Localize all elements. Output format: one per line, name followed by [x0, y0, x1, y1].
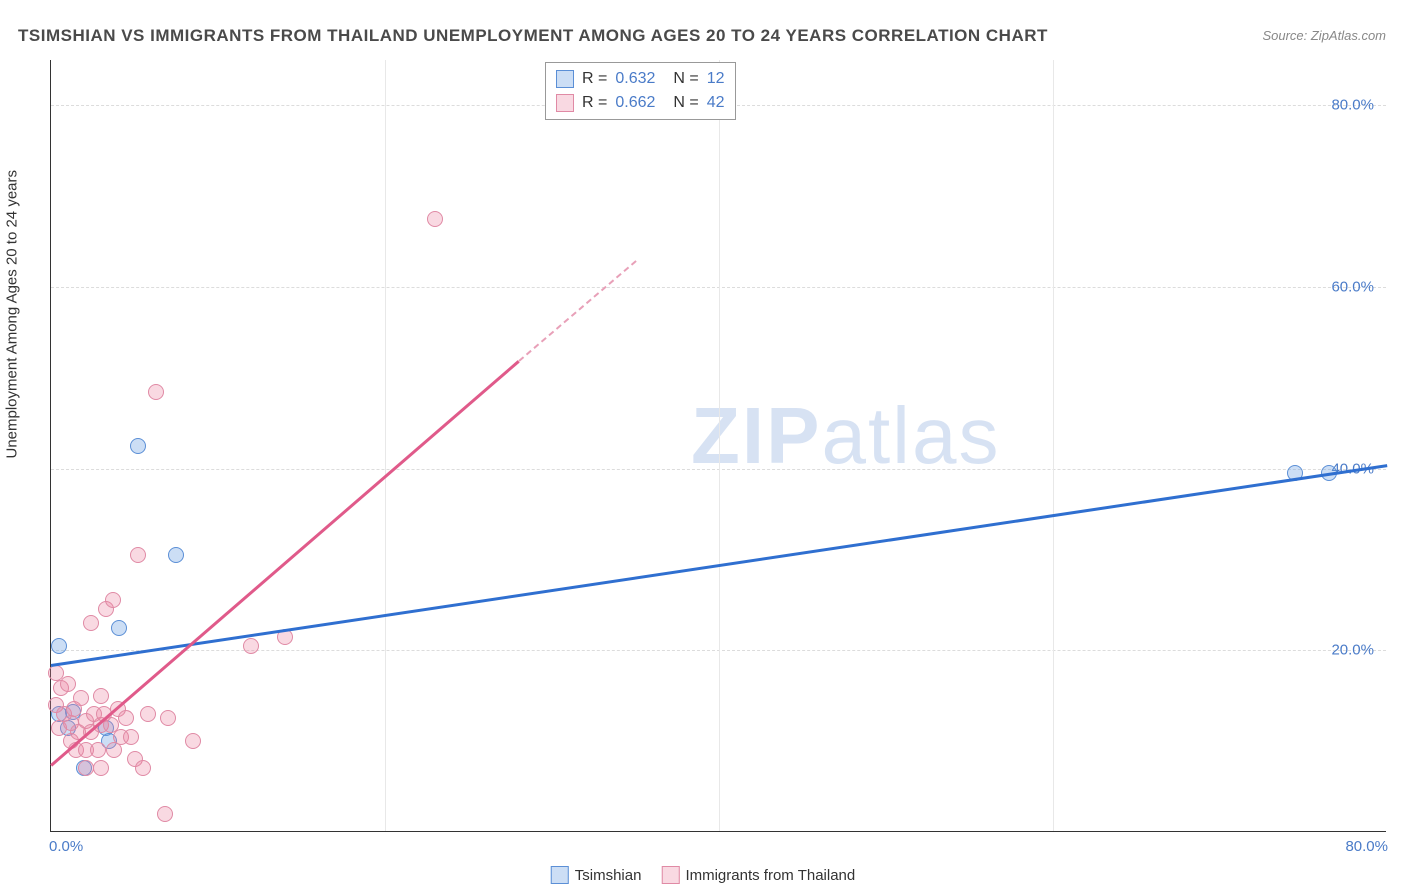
- plot-area: ZIPatlas 20.0%40.0%60.0%80.0%0.0%80.0%: [50, 60, 1386, 832]
- y-tick-label: 80.0%: [1331, 97, 1374, 114]
- data-point: [111, 620, 127, 636]
- correlation-legend: R = 0.632 N = 12 R = 0.662 N = 42: [545, 62, 736, 120]
- x-tick-label: 0.0%: [49, 838, 83, 855]
- data-point: [83, 615, 99, 631]
- data-point: [140, 706, 156, 722]
- data-point: [73, 690, 89, 706]
- data-point: [123, 729, 139, 745]
- data-point: [243, 638, 259, 654]
- trend-line-dashed: [518, 260, 636, 361]
- data-point: [130, 438, 146, 454]
- data-point: [135, 760, 151, 776]
- chart-title: TSIMSHIAN VS IMMIGRANTS FROM THAILAND UN…: [18, 26, 1048, 46]
- swatch-thailand: [661, 866, 679, 884]
- legend-item-thailand: Immigrants from Thailand: [661, 866, 855, 884]
- data-point: [51, 638, 67, 654]
- data-point: [106, 742, 122, 758]
- r-value-2: 0.662: [615, 91, 655, 115]
- y-axis-label: Unemployment Among Ages 20 to 24 years: [4, 170, 21, 459]
- data-point: [427, 211, 443, 227]
- data-point: [160, 710, 176, 726]
- swatch-series-1: [556, 70, 574, 88]
- legend-row-series-2: R = 0.662 N = 42: [556, 91, 725, 115]
- data-point: [90, 742, 106, 758]
- x-tick-label: 80.0%: [1345, 838, 1388, 855]
- data-point: [60, 676, 76, 692]
- n-value-2: 42: [707, 91, 725, 115]
- legend-row-series-1: R = 0.632 N = 12: [556, 67, 725, 91]
- data-point: [157, 806, 173, 822]
- data-point: [93, 760, 109, 776]
- y-tick-label: 60.0%: [1331, 279, 1374, 296]
- gridline-v: [719, 60, 720, 831]
- data-point: [93, 688, 109, 704]
- data-point: [148, 384, 164, 400]
- gridline-v: [1053, 60, 1054, 831]
- n-value-1: 12: [707, 67, 725, 91]
- correlation-chart: TSIMSHIAN VS IMMIGRANTS FROM THAILAND UN…: [0, 0, 1406, 892]
- swatch-series-2: [556, 94, 574, 112]
- data-point: [78, 760, 94, 776]
- bottom-legend: Tsimshian Immigrants from Thailand: [551, 866, 855, 884]
- data-point: [130, 547, 146, 563]
- gridline-v: [385, 60, 386, 831]
- data-point: [185, 733, 201, 749]
- y-tick-label: 20.0%: [1331, 642, 1374, 659]
- data-point: [168, 547, 184, 563]
- swatch-tsimshian: [551, 866, 569, 884]
- data-point: [118, 710, 134, 726]
- trend-line: [50, 360, 519, 766]
- legend-item-tsimshian: Tsimshian: [551, 866, 642, 884]
- data-point: [105, 592, 121, 608]
- source-label: Source: ZipAtlas.com: [1262, 28, 1386, 43]
- r-value-1: 0.632: [615, 67, 655, 91]
